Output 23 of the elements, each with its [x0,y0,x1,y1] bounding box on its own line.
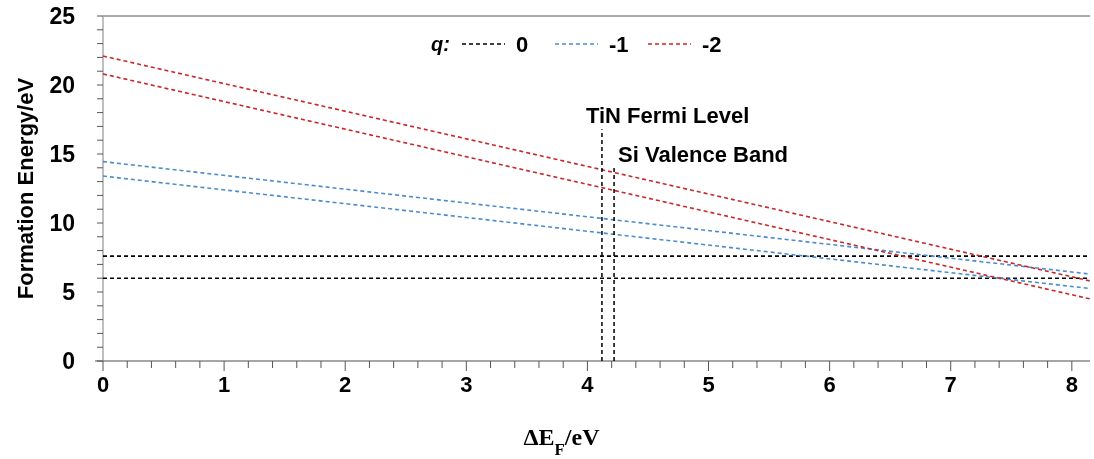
ref-line-label: TiN Fermi Level [585,103,750,129]
y-axis-title: Formation Energy/eV [13,77,38,300]
legend-label: 0 [516,32,529,57]
y-tick-label: 0 [62,348,75,374]
legend-label: -1 [609,32,629,57]
legend-title: q: [431,33,450,55]
y-tick-label: 20 [49,72,75,98]
x-tick-label: 3 [460,372,473,397]
ref-line-label: Si Valence Band [618,141,789,167]
x-tick-label: 5 [702,372,715,397]
legend-label: -2 [702,32,722,57]
y-tick-label: 25 [49,3,76,29]
y-tick-label: 10 [49,210,75,236]
x-tick-label: 7 [944,372,957,397]
x-tick-label: 4 [581,372,595,397]
x-tick-label: 6 [823,372,836,397]
y-tick-label: 5 [62,279,76,305]
x-tick-label: 2 [339,372,352,397]
y-tick-label: 15 [49,141,76,167]
x-tick-label: 8 [1065,372,1078,397]
x-tick-label: 0 [96,372,110,397]
x-tick-label: 1 [217,372,231,397]
x-axis-title: ΔE$_{F}$/eV [523,424,601,459]
